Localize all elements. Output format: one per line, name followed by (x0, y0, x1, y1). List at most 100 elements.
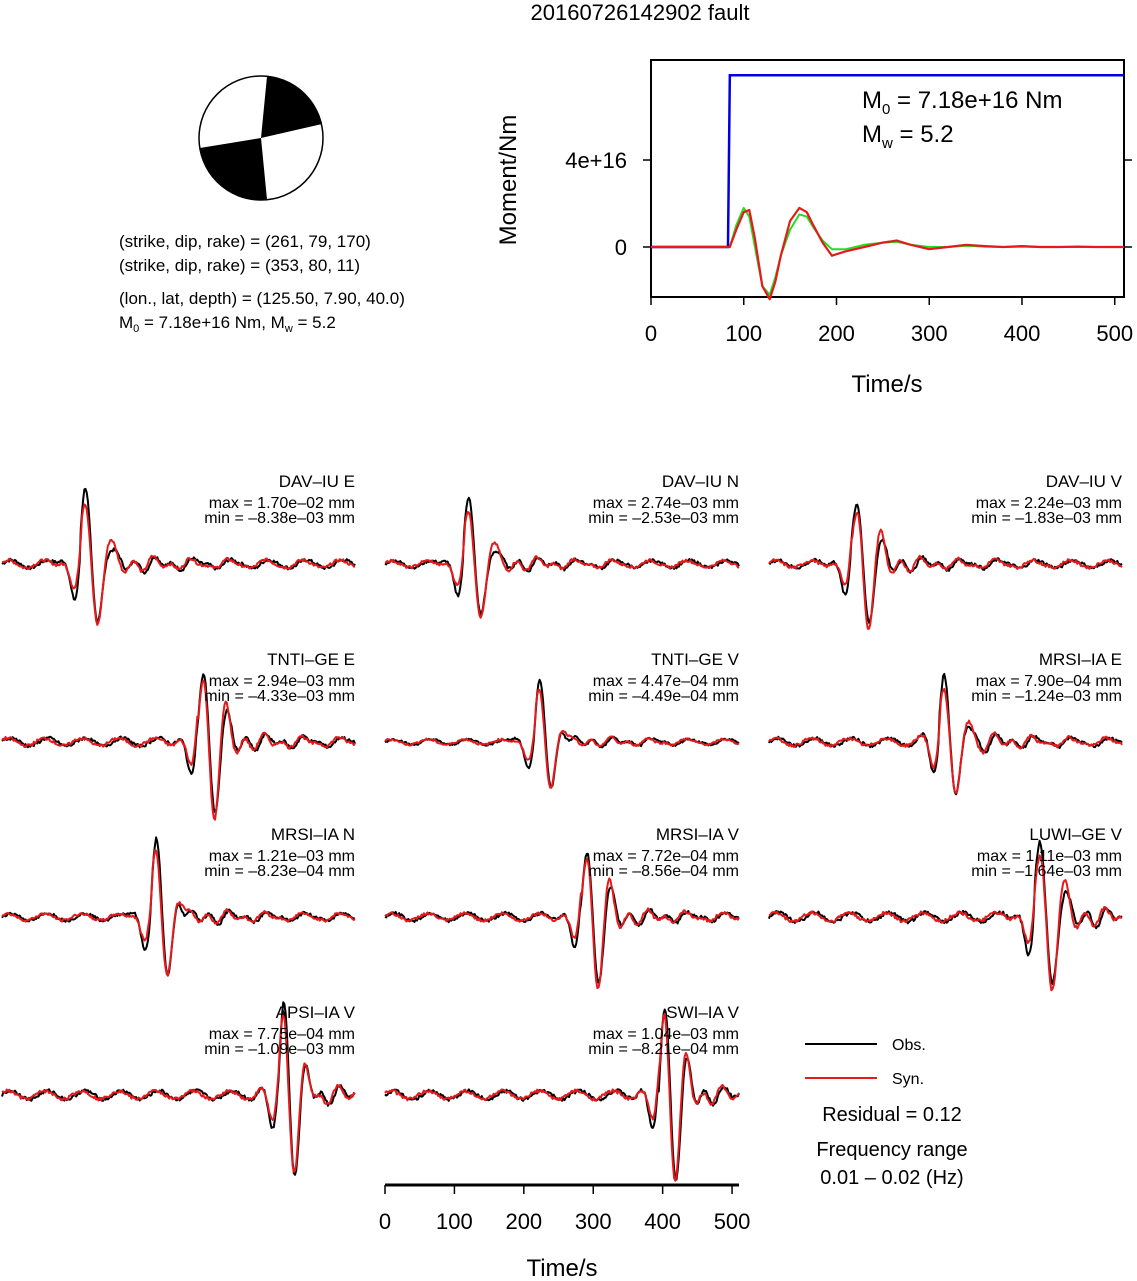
stf-m0-prefix: M (862, 87, 882, 114)
panel-max-label: max = 7.75e–04 mm (209, 1026, 355, 1043)
observed-trace (1, 487, 356, 624)
plane2-text: (strike, dip, rake) = (353, 80, 11) (119, 256, 360, 275)
moment-suffix: = 5.2 (293, 313, 336, 332)
waveform-x-tick-label: 200 (505, 1209, 542, 1234)
stf-y-tick-label: 0 (615, 235, 627, 260)
beachball-icon (198, 75, 324, 201)
panel-min-label: min = –8.38e–03 mm (204, 510, 355, 527)
panel-min-label: min = –2.53e–03 mm (588, 510, 739, 527)
stf-x-tick-label: 400 (1004, 321, 1041, 346)
figure-title: 20160726142902 fault (531, 0, 750, 25)
panel-station-label: MRSI–IA E (1039, 650, 1122, 669)
beachball-compression-ne (261, 76, 322, 138)
waveform-time-axis: Time/s 0 100 200 300 400 500 (379, 1183, 751, 1281)
panel-station-label: DAV–IU V (1046, 472, 1123, 491)
stf-rate-red-line (651, 206, 1124, 301)
synthetic-trace (1, 1013, 356, 1173)
stf-axis-ticks: 0 100 200 300 400 500 0 4e+16 (565, 148, 1133, 346)
stf-xlabel: Time/s (851, 371, 922, 398)
synthetic-trace (768, 511, 1123, 630)
synthetic-trace (768, 854, 1123, 992)
stf-x-tick-label: 500 (1096, 321, 1133, 346)
stf-mw-annotation: Mw = 5.2 (862, 121, 954, 152)
panel-max-label: max = 4.47e–04 mm (593, 673, 739, 690)
panel-max-label: max = 1.70e–02 mm (209, 495, 355, 512)
panel-station-label: MRSI–IA V (656, 825, 740, 844)
panel-max-label: max = 2.74e–03 mm (593, 495, 739, 512)
panel-min-label: min = –1.24e–03 mm (971, 688, 1122, 705)
panel-max-label: max = 1.11e–03 mm (977, 848, 1122, 865)
panel-station-label: SWI–IA V (666, 1003, 739, 1022)
stf-x-tick-label: 0 (645, 321, 657, 346)
panel-station-label: MRSI–IA N (271, 825, 355, 844)
synthetic-trace (384, 1012, 740, 1182)
synthetic-trace (768, 687, 1123, 794)
stf-x-tick-label: 200 (818, 321, 855, 346)
waveform-x-tick-label: 100 (436, 1209, 473, 1234)
synthetic-trace (384, 510, 740, 619)
panel-station-label: APSI–IA V (276, 1003, 356, 1022)
panel-max-label: max = 2.24e–03 mm (976, 495, 1122, 512)
panel-min-label: min = –1.09e–03 mm (204, 1041, 355, 1058)
stf-plot-frame (650, 59, 1125, 298)
moment-middle: = 7.18e+16 Nm, M (139, 313, 285, 332)
panel-min-label: min = –4.49e–04 mm (588, 688, 739, 705)
panel-station-label: LUWI–GE V (1029, 825, 1122, 844)
panel-max-label: max = 7.90e–04 mm (976, 673, 1122, 690)
moment-text: M0 = 7.18e+16 Nm, Mw = 5.2 (119, 313, 336, 335)
panel-min-label: min = –8.23e–04 mm (204, 863, 355, 880)
panel-max-label: max = 2.94e–03 mm (209, 673, 355, 690)
panel-min-label: min = –1.83e–03 mm (971, 510, 1122, 527)
waveform-x-tick-label: 400 (644, 1209, 681, 1234)
synthetic-trace (1, 849, 356, 977)
panel-station-label: DAV–IU N (662, 472, 739, 491)
legend-obs-label: Obs. (892, 1037, 926, 1054)
panel-min-label: min = –8.21e–04 mm (588, 1041, 739, 1058)
stf-mw-sub: w (881, 135, 893, 152)
stf-m0-annotation: M0 = 7.18e+16 Nm (862, 87, 1062, 118)
waveform-x-tick-label: 0 (379, 1209, 391, 1234)
moment-prefix: M (119, 313, 133, 332)
panel-min-label: min = –8.56e–04 mm (588, 863, 739, 880)
panel-max-label: max = 1.21e–03 mm (209, 848, 355, 865)
waveform-x-tick-label: 300 (575, 1209, 612, 1234)
panel-max-label: max = 1.04e–03 mm (593, 1026, 739, 1043)
stf-mw-suffix: = 5.2 (893, 121, 954, 148)
residual-text: Residual = 0.12 (822, 1104, 962, 1126)
synthetic-trace (1, 503, 356, 626)
stf-x-tick-label: 100 (725, 321, 762, 346)
panel-station-label: DAV–IU E (279, 472, 355, 491)
panel-min-label: min = –1.64e–03 mm (971, 863, 1122, 880)
plane1-text: (strike, dip, rake) = (261, 79, 170) (119, 232, 371, 251)
synthetic-trace (1, 679, 356, 821)
synthetic-trace (384, 688, 740, 789)
synthetic-trace (384, 858, 740, 990)
panel-station-label: TNTI–GE E (267, 650, 355, 669)
moment-subw: w (284, 323, 293, 335)
legend: Obs. Syn. (805, 1037, 926, 1088)
stf-m0-suffix: = 7.18e+16 Nm (890, 87, 1062, 114)
moment-sub0: 0 (133, 323, 139, 335)
panel-min-label: min = –4.33e–03 mm (204, 688, 355, 705)
waveform-x-tick-label: 500 (714, 1209, 751, 1234)
stf-series (651, 73, 1124, 301)
panel-station-label: TNTI–GE V (651, 650, 740, 669)
waveform-xlabel: Time/s (526, 1255, 597, 1281)
frequency-label: Frequency range (816, 1139, 967, 1161)
beachball-compression-sw (200, 138, 267, 200)
stf-rate-green-line (651, 206, 1124, 296)
stf-m0-sub: 0 (882, 101, 890, 118)
